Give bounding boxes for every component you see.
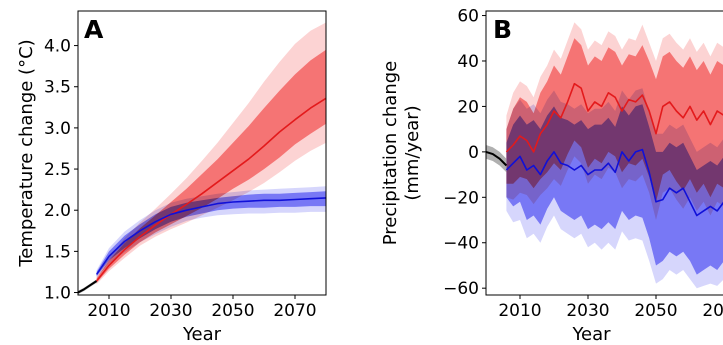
- axes-frame: [77, 10, 327, 296]
- x-tick-label: 2050: [211, 301, 254, 321]
- y-tick-label: 2.5: [44, 160, 71, 180]
- historical-band: [486, 145, 507, 173]
- red-series-line: [505, 82, 723, 153]
- y-tick-label: 40: [457, 52, 479, 72]
- blue-inner-band-group: [506, 104, 723, 275]
- panel-b: 2010 2030 2050 2070 −60 −40 −20 0 20 40 60 Year Prec…: [380, 7, 723, 345]
- y-tick-label: 2.0: [44, 201, 71, 221]
- y-tick-label: −20: [443, 188, 479, 208]
- plot-area: [485, 22, 723, 289]
- y-tick-label: 3.5: [44, 78, 71, 98]
- historical-line: [485, 150, 508, 167]
- y-tick-label: 4.0: [44, 37, 71, 57]
- blue-inner-band-group: [96, 191, 326, 277]
- y-tick-label: 0: [468, 143, 479, 163]
- x-tick-label: 2070: [702, 301, 723, 321]
- x-tick-label: 2010: [498, 301, 541, 321]
- x-tick-label: 2070: [273, 301, 316, 321]
- y-tick-label: −60: [443, 279, 479, 299]
- historical-line: [77, 280, 98, 294]
- y-tick-label: 3.0: [44, 119, 71, 139]
- x-tick-label: 2030: [149, 301, 192, 321]
- x-tick-label: 2030: [566, 301, 609, 321]
- blue-inner-band: [506, 104, 723, 275]
- x-axis-title: Year: [571, 324, 611, 345]
- panel-letter: A: [84, 15, 104, 44]
- y-tick-label: −40: [443, 234, 479, 254]
- y-axis-title: Temperature change (°C): [16, 39, 37, 267]
- y-tick-label: 1.0: [44, 284, 71, 304]
- blue-series-line: [95, 197, 327, 275]
- red-inner-band: [96, 49, 326, 283]
- y-tick-label: 20: [457, 97, 479, 117]
- panel-letter: B: [493, 15, 512, 44]
- blue-series-line: [505, 148, 723, 217]
- red-inner-band-group: [96, 49, 326, 283]
- x-axis-title: Year: [182, 324, 222, 345]
- blue-outer-band-group: [96, 186, 326, 278]
- x-tick-label: 2010: [87, 301, 130, 321]
- blue-outer-band: [96, 186, 326, 278]
- y-tick-label: 60: [457, 7, 479, 27]
- plot-area: [77, 22, 327, 295]
- x-tick-label: 2050: [634, 301, 677, 321]
- panel-a: 2010 2030 2050 2070 1.0 1.5 2.0 2.5 3.0 3.5 4.0 Yea…: [16, 10, 327, 345]
- red-series-line: [95, 97, 327, 282]
- blue-inner-band: [96, 191, 326, 277]
- axes-frame: [485, 10, 723, 296]
- y-tick-label: 1.5: [44, 242, 71, 262]
- y-axis-title: Precipitation change(mm/year): [380, 61, 423, 245]
